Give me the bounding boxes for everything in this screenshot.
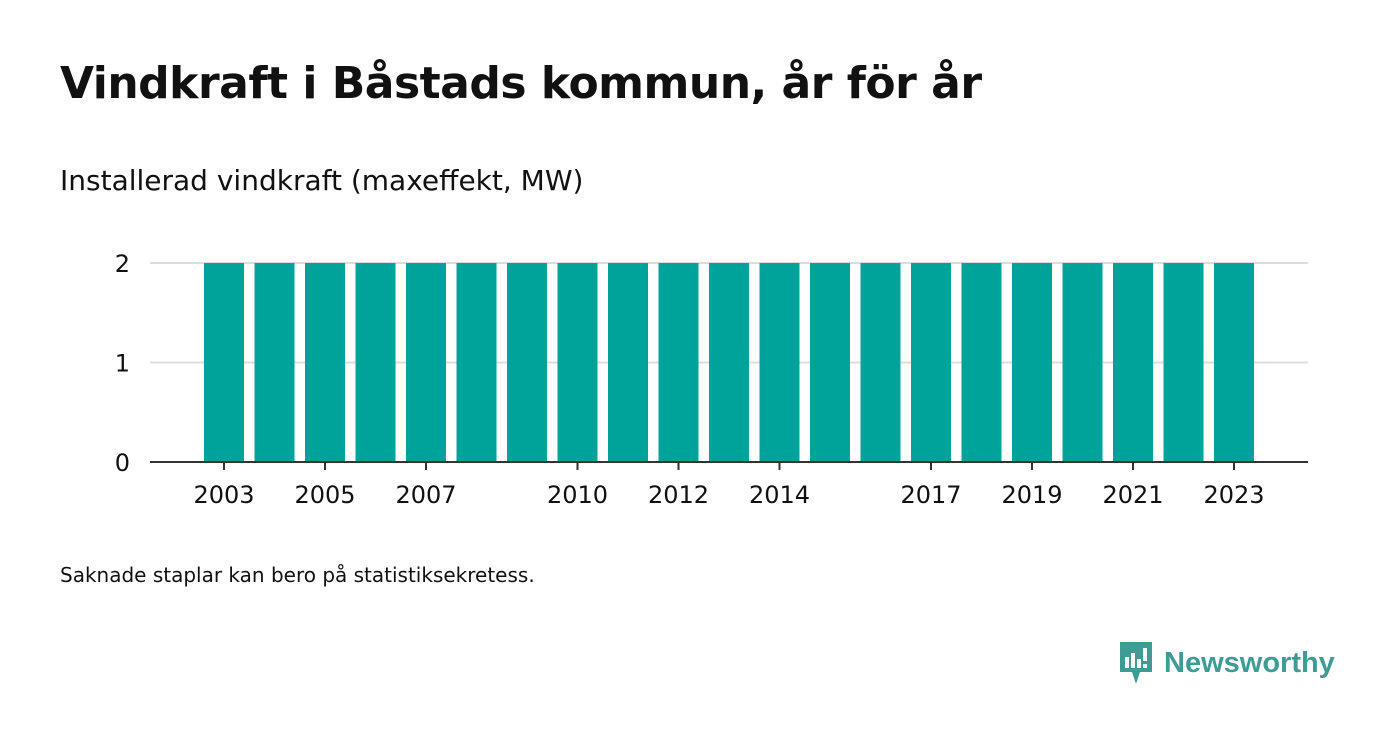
y-tick-label: 2 — [115, 250, 130, 278]
x-tick-label: 2003 — [193, 481, 254, 509]
x-tick-labels: 2003 2005 2007 2010 2012 2014 2017 2019 2021 2023 — [193, 481, 1264, 509]
y-tick-labels: 0 1 2 — [115, 250, 130, 477]
footnote: Saknade staplar kan bero på statistiksek… — [60, 563, 535, 587]
bar-2007 — [406, 263, 446, 462]
bar-2012 — [658, 263, 699, 462]
bars — [204, 263, 1254, 462]
bar-2014 — [759, 263, 800, 462]
x-tick-label: 2017 — [900, 481, 961, 509]
x-tick-label: 2021 — [1102, 481, 1163, 509]
y-tick-label: 1 — [115, 350, 130, 378]
bar-2011 — [608, 263, 648, 462]
bar-2015 — [810, 263, 850, 462]
x-tick-label: 2019 — [1001, 481, 1062, 509]
bar-2021 — [1113, 263, 1153, 462]
bar-2017 — [911, 263, 951, 462]
x-tick-label: 2014 — [749, 481, 810, 509]
x-tick-label: 2010 — [547, 481, 608, 509]
bar-2013 — [709, 263, 749, 462]
bar-2005 — [305, 263, 345, 462]
bar-2009 — [507, 263, 547, 462]
y-tick-label: 0 — [115, 449, 130, 477]
bar-2019 — [1012, 263, 1052, 462]
x-tick-label: 2005 — [294, 481, 355, 509]
chart-subtitle: Installerad vindkraft (maxeffekt, MW) — [60, 164, 584, 197]
bar-2023 — [1214, 263, 1254, 462]
bar-2010 — [557, 263, 598, 462]
bar-2008 — [456, 263, 497, 462]
x-tick-label: 2012 — [648, 481, 709, 509]
brand-name: Newsworthy — [1164, 646, 1335, 679]
bar-2022 — [1163, 263, 1204, 462]
newsworthy-logo-icon — [1120, 642, 1152, 684]
x-tick-label: 2023 — [1203, 481, 1264, 509]
bar-2003 — [204, 263, 244, 462]
chart-title: Vindkraft i Båstads kommun, år för år — [60, 58, 982, 109]
bar-chart: 0 1 2 2003 2005 2007 2010 2012 2014 2017 2019 2021… — [115, 250, 1308, 509]
x-tick-label: 2007 — [395, 481, 456, 509]
bar-2006 — [355, 263, 396, 462]
axes — [150, 461, 1308, 470]
bar-2016 — [860, 263, 901, 462]
brand-logo: Newsworthy — [1118, 640, 1335, 686]
bar-2004 — [254, 263, 295, 462]
bar-2020 — [1062, 263, 1103, 462]
bar-2018 — [961, 263, 1002, 462]
